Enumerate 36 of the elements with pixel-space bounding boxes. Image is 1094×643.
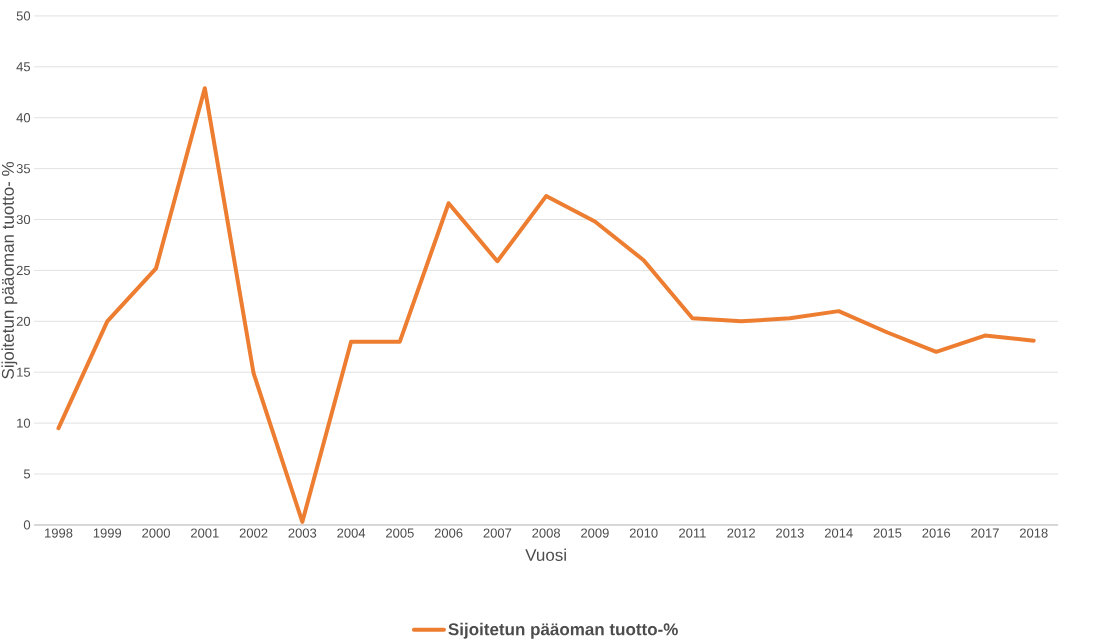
line-series bbox=[56, 86, 1036, 524]
x-tick-label: 1999 bbox=[93, 528, 122, 538]
x-tick-label: 2007 bbox=[483, 528, 512, 538]
y-tick-label: 30 bbox=[16, 214, 31, 225]
x-tick-label: 2003 bbox=[288, 528, 317, 538]
x-tick-label: 1998 bbox=[45, 528, 73, 538]
y-tick-label: 5 bbox=[23, 469, 31, 479]
x-tick-label: 2015 bbox=[873, 528, 902, 538]
x-tick-label: 2011 bbox=[679, 528, 706, 538]
x-tick-label: 2001 bbox=[191, 528, 219, 538]
y-tick-label: 25 bbox=[16, 265, 31, 276]
x-tick-label: 2008 bbox=[532, 528, 561, 538]
y-axis-title: Sijoitetun pääoman tuotto- % bbox=[1, 161, 18, 379]
legend-label: Sijoitetun pääoman tuotto-% bbox=[448, 622, 678, 639]
x-tick-label: 2013 bbox=[776, 528, 804, 538]
x-axis-title: Vuosi bbox=[525, 548, 566, 562]
y-tick-label: 50 bbox=[16, 11, 31, 21]
y-tick-label: 40 bbox=[16, 113, 31, 123]
x-tick-label: 2017 bbox=[971, 528, 999, 538]
x-tick-label: 2018 bbox=[1019, 528, 1048, 538]
x-tick-label: 2016 bbox=[922, 528, 951, 538]
x-tick-label: 2012 bbox=[727, 528, 755, 538]
y-tick-label: 45 bbox=[16, 62, 31, 72]
x-tick-label: 2014 bbox=[824, 528, 853, 538]
x-tick-label: 2006 bbox=[434, 528, 463, 538]
y-tick-label: 20 bbox=[16, 316, 31, 326]
x-tick-label: 2005 bbox=[386, 528, 414, 538]
x-tick-label: 2000 bbox=[142, 528, 170, 538]
y-tick-label: 35 bbox=[16, 164, 31, 174]
y-tick-label: 10 bbox=[17, 418, 31, 428]
y-tick-label: 15 bbox=[17, 367, 31, 377]
x-tick-label: 2010 bbox=[629, 528, 658, 538]
x-tick-label: 2009 bbox=[581, 528, 609, 538]
x-tick-label: 2002 bbox=[239, 528, 268, 538]
y-tick-label: 0 bbox=[23, 520, 31, 530]
x-tick-label: 2004 bbox=[337, 528, 366, 538]
